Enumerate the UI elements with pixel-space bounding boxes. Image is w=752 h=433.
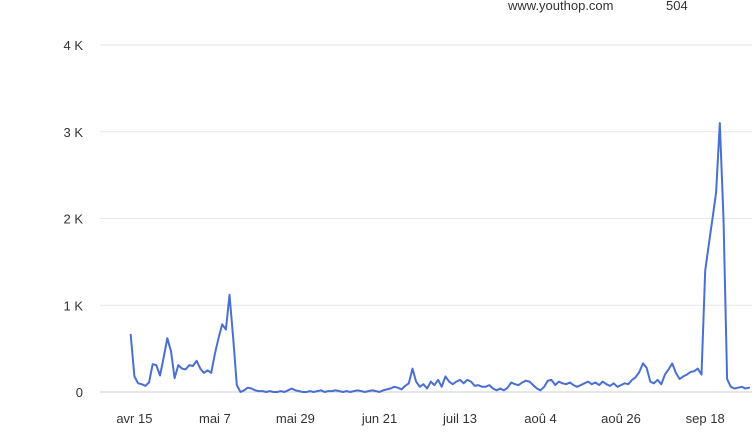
series-layer	[129, 122, 751, 393]
x-tick-label: mai 7	[199, 411, 231, 426]
tooltip-next-row-clipped	[508, 19, 618, 23]
y-tick-label: 2 K	[63, 212, 83, 227]
x-tick-label: avr 15	[116, 411, 152, 426]
gridlines	[100, 44, 752, 393]
x-tick-label: sep 18	[686, 411, 725, 426]
y-tick-label: 4 K	[63, 38, 83, 53]
y-tick-label: 0	[76, 385, 83, 400]
x-tick-label: juil 13	[442, 411, 477, 426]
x-tick-label: aoû 4	[524, 411, 557, 426]
tooltip-row-label: www.youthop.com	[507, 0, 614, 13]
x-tick-label: aoû 26	[601, 411, 641, 426]
tooltip-row-value: 504	[666, 0, 688, 13]
y-axis-labels: 0 1 K 2 K 3 K 4 K	[63, 38, 83, 400]
x-tick-label: mai 29	[276, 411, 315, 426]
tooltip-fragment: www.youthop.com 504	[507, 0, 688, 23]
x-axis-labels: avr 15 mai 7 mai 29 jun 21 juil 13 aoû 4 aoû 2…	[116, 411, 724, 426]
series-line	[129, 122, 751, 393]
y-tick-label: 1 K	[63, 298, 83, 313]
y-tick-label: 3 K	[63, 125, 83, 140]
x-tick-label: jun 21	[361, 411, 397, 426]
